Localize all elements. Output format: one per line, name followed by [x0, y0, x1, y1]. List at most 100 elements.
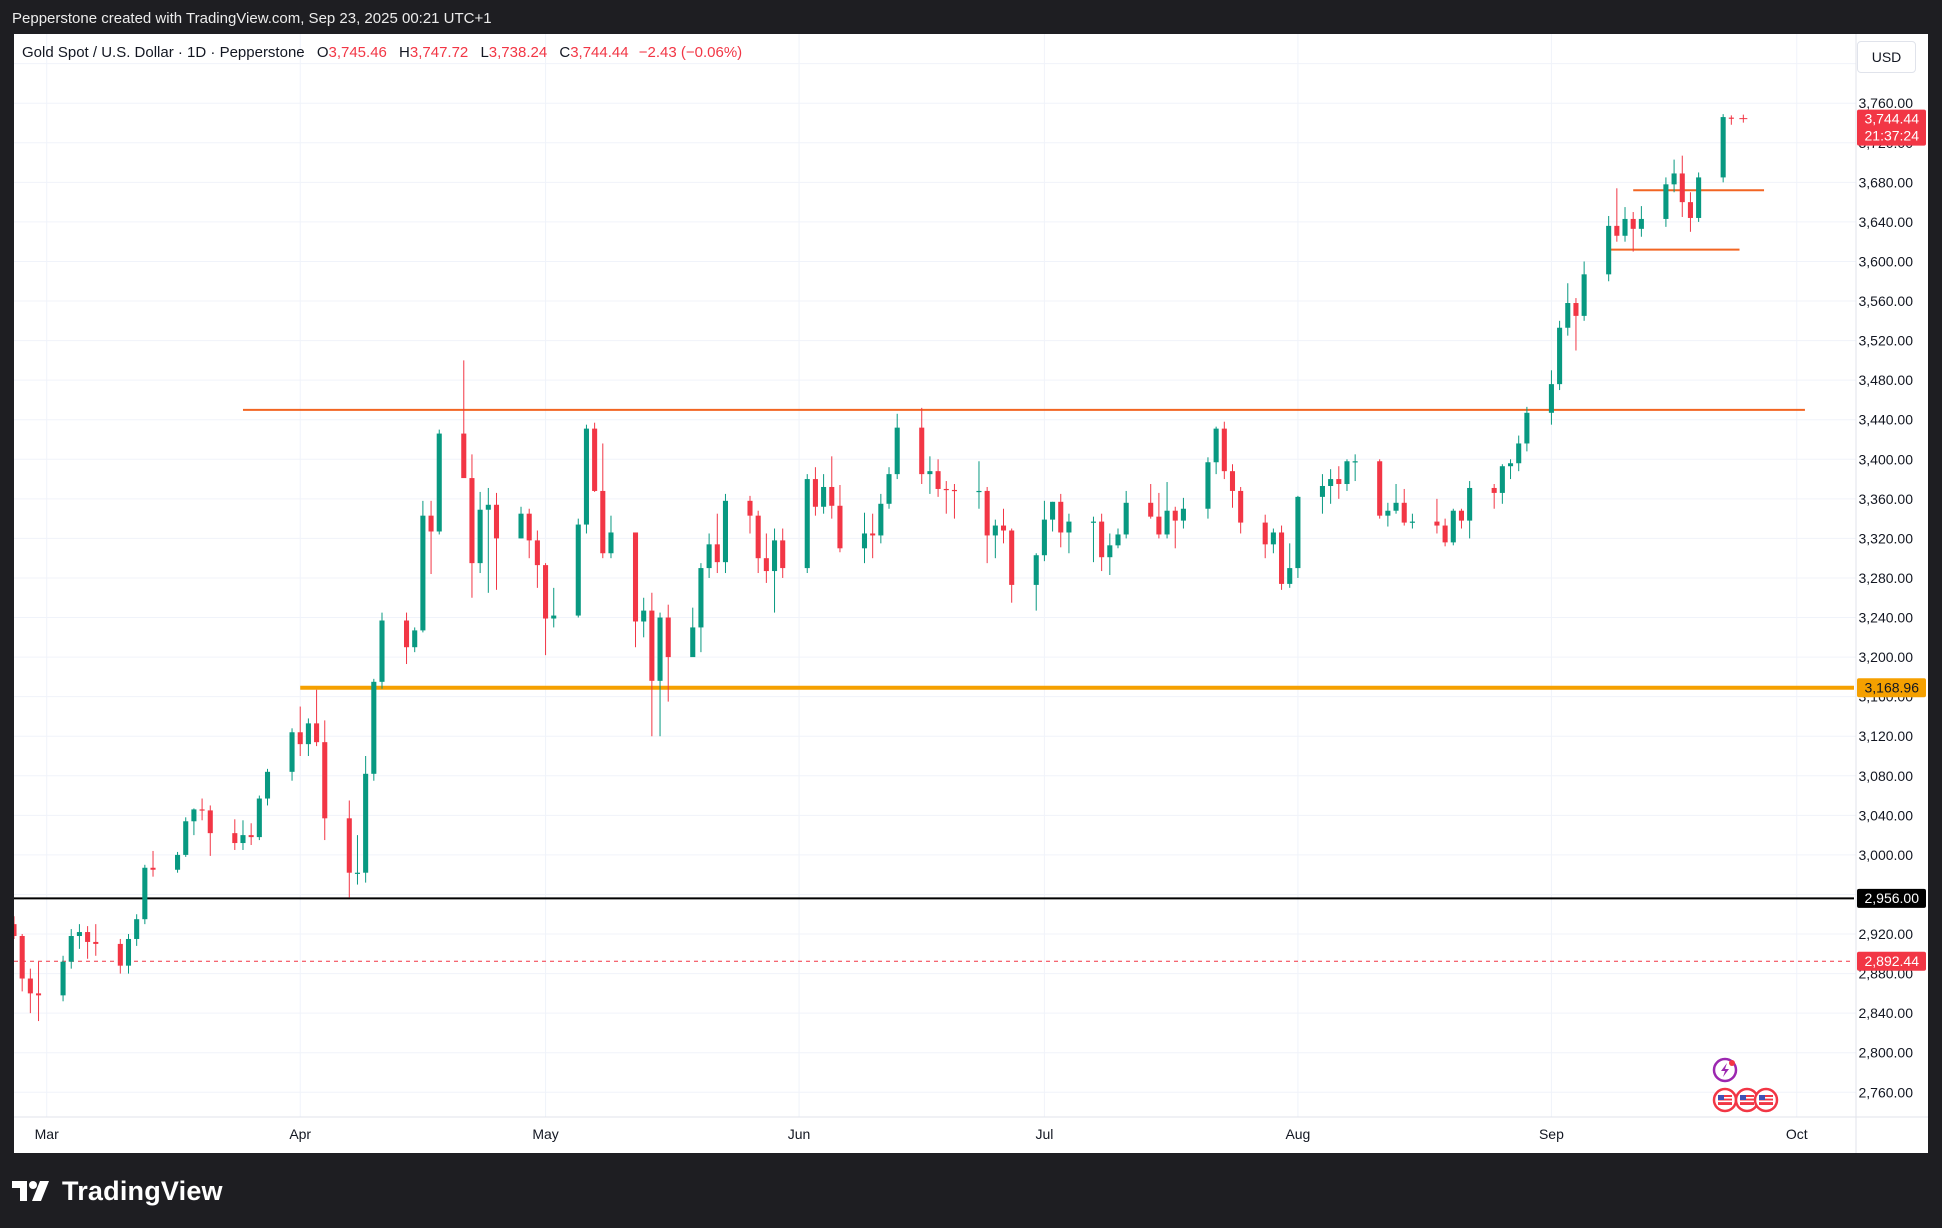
y-tick-label: 3,560.00	[1859, 293, 1914, 309]
candle-body	[1458, 510, 1465, 521]
candle-body	[35, 993, 42, 996]
us-flag-event-icon[interactable]	[1712, 1087, 1738, 1113]
candle	[256, 795, 262, 841]
candle-body	[1687, 202, 1693, 218]
tradingview-brand[interactable]: TradingView	[12, 1174, 223, 1208]
candle	[927, 456, 933, 494]
candle-body	[412, 630, 418, 648]
candle-body	[134, 919, 140, 939]
candle	[1671, 159, 1677, 193]
candle	[1172, 506, 1178, 549]
candle-body	[1565, 303, 1571, 328]
candle	[322, 720, 328, 841]
candle-body	[722, 500, 729, 563]
grid	[14, 34, 1856, 1117]
candle	[1687, 192, 1693, 232]
candlestick-chart[interactable]: 2,760.002,800.002,840.002,880.002,920.00…	[14, 34, 1928, 1153]
candle	[1009, 528, 1015, 603]
candle	[992, 519, 998, 559]
symbol-legend: Gold Spot / U.S. Dollar · 1D · Peppersto…	[22, 44, 742, 61]
candle-body	[1262, 522, 1268, 545]
candle-body	[690, 627, 696, 658]
x-tick-label: Oct	[1786, 1126, 1808, 1142]
candle	[1058, 493, 1064, 548]
candle	[632, 532, 639, 648]
candle	[1524, 406, 1530, 452]
x-tick-label: Apr	[289, 1126, 311, 1142]
currency-button[interactable]: USD	[1857, 41, 1916, 73]
candle	[976, 461, 982, 509]
time-axis[interactable]: Mar Apr May Jun Jul Aug Sep Oct	[14, 1116, 1928, 1142]
candle-body	[199, 809, 205, 811]
candle-body	[1148, 502, 1154, 517]
candle	[861, 512, 868, 564]
y-tick-label: 3,200.00	[1859, 649, 1914, 665]
y-tick-label: 2,920.00	[1859, 926, 1914, 942]
candle	[1467, 481, 1473, 539]
candle	[493, 492, 500, 590]
price-label-text: 2,892.44	[1865, 953, 1920, 969]
candle	[1606, 215, 1612, 282]
candle	[469, 454, 475, 598]
candle-body	[927, 471, 933, 475]
candle-body	[829, 486, 835, 506]
candle	[1115, 528, 1121, 549]
candle-body	[575, 524, 581, 616]
close-value: 3,744.44	[570, 44, 629, 61]
candle-body	[14, 924, 17, 937]
candle-body	[436, 433, 442, 532]
price-label-box	[1857, 951, 1926, 971]
lightning-event-icon[interactable]	[1712, 1057, 1738, 1083]
candle-body	[1050, 501, 1056, 520]
candle	[412, 627, 418, 653]
candle	[27, 968, 33, 1014]
candle-body	[649, 610, 655, 681]
event-markers[interactable]	[1712, 1057, 1779, 1113]
candle-body	[68, 936, 74, 962]
candle	[747, 495, 753, 534]
candle	[60, 955, 66, 1002]
candle-body	[93, 941, 99, 944]
candle	[1573, 298, 1579, 351]
candle-body	[1009, 530, 1015, 585]
candle-body	[1123, 502, 1129, 535]
candle	[1663, 177, 1669, 227]
candle-body	[297, 732, 303, 745]
symbol-title[interactable]: Gold Spot / U.S. Dollar · 1D · Peppersto…	[22, 44, 305, 61]
candle-body	[1630, 218, 1636, 229]
us-flag-event-icon[interactable]	[1753, 1087, 1779, 1113]
candle	[1638, 206, 1644, 237]
price-label-box	[1857, 678, 1926, 698]
candle-body	[371, 681, 377, 774]
y-tick-label: 3,600.00	[1859, 253, 1914, 269]
candle	[289, 728, 295, 781]
open-value: 3,745.46	[328, 44, 387, 61]
price-axis[interactable]: 2,760.002,800.002,840.002,880.002,920.00…	[1855, 34, 1914, 1153]
x-tick-label: Mar	[35, 1126, 59, 1142]
candle-body	[477, 509, 483, 564]
candle-body	[1385, 510, 1391, 516]
candle	[1499, 464, 1505, 504]
candle	[207, 805, 213, 856]
candle	[657, 612, 663, 737]
candle	[698, 563, 704, 653]
candle-body	[1172, 510, 1178, 521]
candle	[1696, 172, 1702, 222]
candle-body	[1213, 428, 1219, 463]
us-flag-event-icon[interactable]	[1734, 1087, 1760, 1113]
chart-area[interactable]: 2,760.00 2,800.00 2,840.00 2,880.00 2,920.00…	[14, 34, 1928, 1153]
candle	[583, 424, 589, 534]
candle-body	[1066, 521, 1072, 533]
candle	[543, 563, 549, 656]
candle	[1344, 459, 1350, 491]
candle	[1041, 500, 1047, 562]
candle-body	[812, 479, 818, 507]
candle	[649, 592, 655, 737]
candle	[714, 513, 720, 574]
candle-body	[363, 773, 369, 873]
candle	[1409, 513, 1415, 529]
candle	[68, 929, 74, 969]
candle-body	[1581, 274, 1587, 316]
candle	[297, 706, 303, 756]
candle	[641, 597, 647, 638]
